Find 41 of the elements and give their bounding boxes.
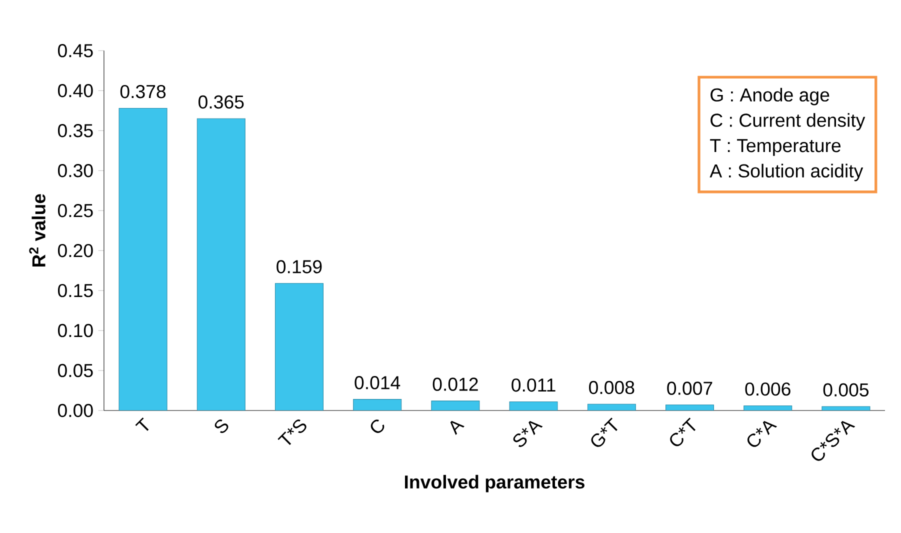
y-axis-title: R$^{2}$ value [29,194,46,266]
data-label: 0.007 [667,382,712,395]
x-tick-label: A [450,420,464,435]
data-label: 0.365 [198,95,244,109]
x-axis-title: Involved parameters [404,474,584,492]
data-label: 0.159 [276,260,322,274]
y-tick-label: 0.20 [58,244,93,258]
data-label: 0.011 [512,378,556,392]
y-tick-label: 0.45 [58,44,93,58]
bar [274,283,324,410]
data-label: 0.378 [120,84,166,98]
y-tick-label: 0.15 [58,284,93,298]
x-tick-label: C*A [747,420,778,447]
annotation: A : Solution acidity [710,164,864,182]
bar [822,406,870,410]
y-tick-label: 0.30 [58,164,93,178]
annotation: T : Temperature [710,139,841,156]
x-tick-label: S [214,419,228,433]
x-tick-label: G*T [591,418,618,447]
y-tick-label: 0.05 [58,364,93,378]
y-tick-label: 0.35 [58,124,93,138]
bar [431,400,480,410]
data-label: 0.005 [823,383,869,396]
x-tick-label: S*A [513,420,543,447]
annotation: C : Current density [710,113,866,130]
x-tick-label: T [135,417,149,431]
bar [509,401,558,410]
x-tick-label: T*S [278,419,306,445]
y-tick-label: 0.25 [58,204,93,218]
data-label: 0.006 [745,382,790,396]
y-tick-label: 0.00 [58,404,93,418]
bar [665,404,714,410]
data-label: 0.008 [589,380,634,394]
y-tick-label: 0.10 [58,324,93,338]
annotation: G : Anode age [710,88,830,106]
x-tick-label: C*T [670,418,696,446]
data-label: 0.014 [354,376,400,390]
bar [196,118,246,410]
data-label: 0.012 [432,378,478,391]
y-tick-label: 0.40 [58,84,93,98]
x-tick-label: C [370,420,384,433]
